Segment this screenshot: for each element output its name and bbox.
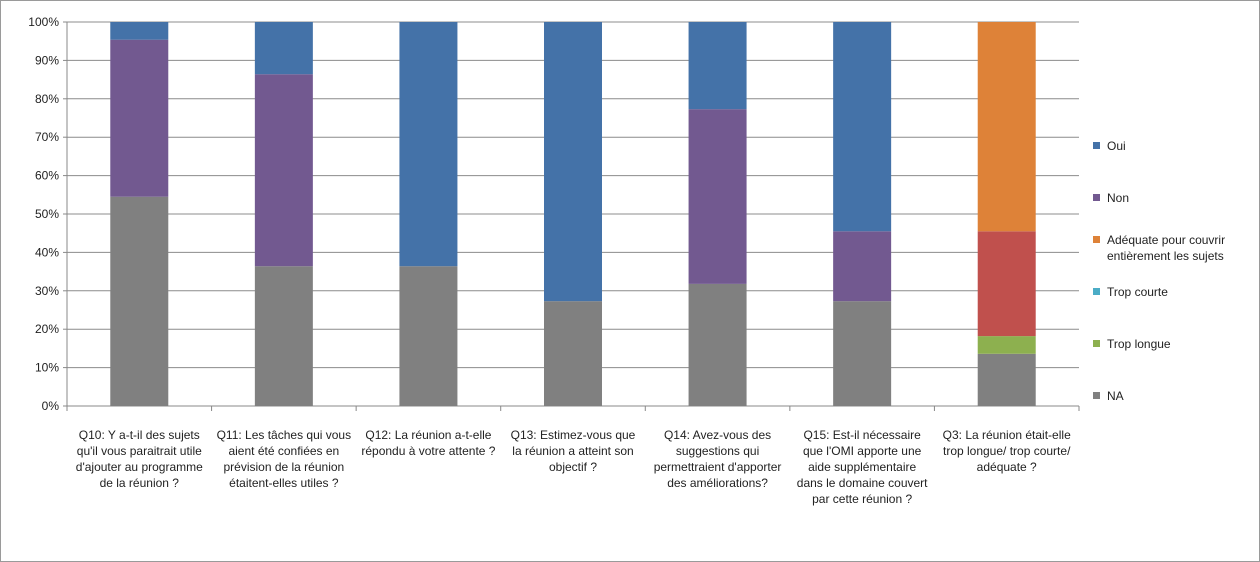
x-tick-label: Q14: Avez-vous des suggestions qui perme…	[653, 428, 782, 490]
y-tick-label: 80%	[35, 92, 59, 106]
x-tick-label: Q3: La réunion était-elle trop longue/ t…	[942, 428, 1071, 474]
y-tick-label: 10%	[35, 361, 59, 375]
legend-label: Non	[1107, 191, 1130, 205]
y-tick-label: 20%	[35, 322, 59, 336]
legend-label: NA	[1107, 389, 1124, 403]
y-tick-label: 0%	[42, 399, 60, 413]
legend-swatch	[1093, 340, 1100, 347]
bar-segment	[110, 39, 169, 197]
bar-segment	[977, 353, 1036, 406]
legend-label: Oui	[1107, 139, 1126, 153]
y-tick-label: 90%	[35, 53, 59, 67]
bar-segment	[254, 22, 313, 75]
legend-swatch	[1093, 236, 1100, 243]
y-tick-label: 50%	[35, 207, 59, 221]
bar-segment	[399, 266, 458, 406]
bar-segment	[833, 231, 892, 302]
legend-label: Adéquate pour couvrir entièrement les su…	[1107, 233, 1226, 263]
bar-segment	[688, 109, 747, 284]
bar-segment	[254, 74, 313, 267]
legend-swatch	[1093, 142, 1100, 149]
bar-segment	[110, 22, 169, 40]
legend-swatch	[1093, 288, 1100, 295]
legend-swatch	[1093, 392, 1100, 399]
bar-segment	[110, 196, 169, 406]
legend-label: Trop longue	[1107, 337, 1171, 351]
y-tick-label: 30%	[35, 284, 59, 298]
bar-segment	[977, 22, 1036, 232]
bar-segment	[544, 301, 602, 406]
x-tick-label: Q11: Les tâches qui vous aient été confi…	[216, 428, 352, 490]
bar-segment	[399, 22, 458, 267]
bar-segment	[688, 22, 747, 110]
x-tick-label: Q15: Est-il nécessaire que l'OMI apporte…	[796, 428, 928, 506]
x-tick-label: Q13: Estimez-vous que la réunion a attei…	[510, 428, 636, 474]
bar-segment	[544, 22, 602, 302]
x-tick-label: Q12: La réunion a-t-elle répondu à votre…	[361, 428, 496, 458]
bar-segment	[688, 283, 747, 406]
bar-segment	[254, 266, 313, 406]
y-tick-label: 100%	[28, 15, 59, 29]
x-tick-label: Q10: Y a-t-il des sujets qu'il vous para…	[75, 428, 203, 490]
y-tick-label: 60%	[35, 169, 59, 183]
bar-segment	[977, 336, 1036, 354]
legend-label: Trop courte	[1107, 285, 1168, 299]
y-tick-label: 40%	[35, 245, 59, 259]
bar-segment	[833, 301, 892, 406]
bar-segment	[977, 231, 1036, 337]
y-tick-label: 70%	[35, 130, 59, 144]
legend-swatch	[1093, 194, 1100, 201]
bar-segment	[833, 22, 892, 232]
